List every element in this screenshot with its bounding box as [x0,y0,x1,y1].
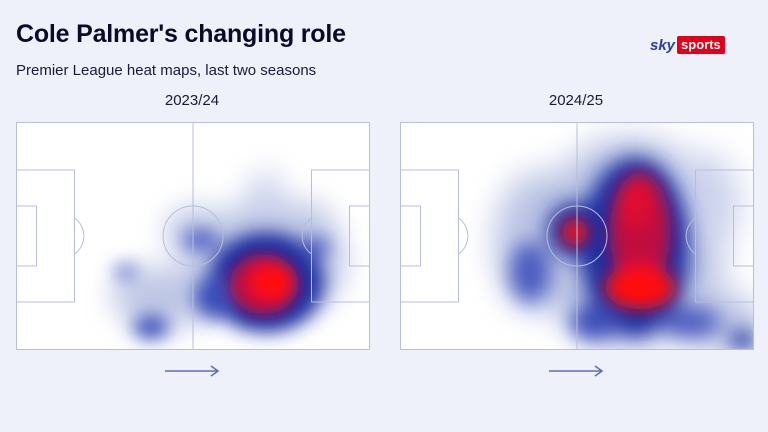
heatmap-pitch-1 [16,122,370,350]
page-subtitle: Premier League heat maps, last two seaso… [16,62,317,79]
season-label-2: 2024/25 [548,92,604,109]
sky-sports-logo: sky sports [650,35,725,55]
attack-direction-arrow-icon-2 [549,365,604,377]
logo-sky-text: sky [650,36,676,54]
heatmap-svg-2 [400,122,754,350]
pitch-lines-1 [16,122,370,350]
season-label-1: 2023/24 [164,92,220,109]
pitch-lines-2 [400,122,754,350]
logo-sports-text: sports [677,36,725,54]
heatmap-pitch-2 [400,122,754,350]
heat-red-1 [230,254,298,314]
attack-direction-arrow-icon-1 [165,365,220,377]
page-title: Cole Palmer's changing role [16,20,346,48]
heat-red-2 [562,172,675,309]
heatmap-svg-1 [16,122,370,350]
